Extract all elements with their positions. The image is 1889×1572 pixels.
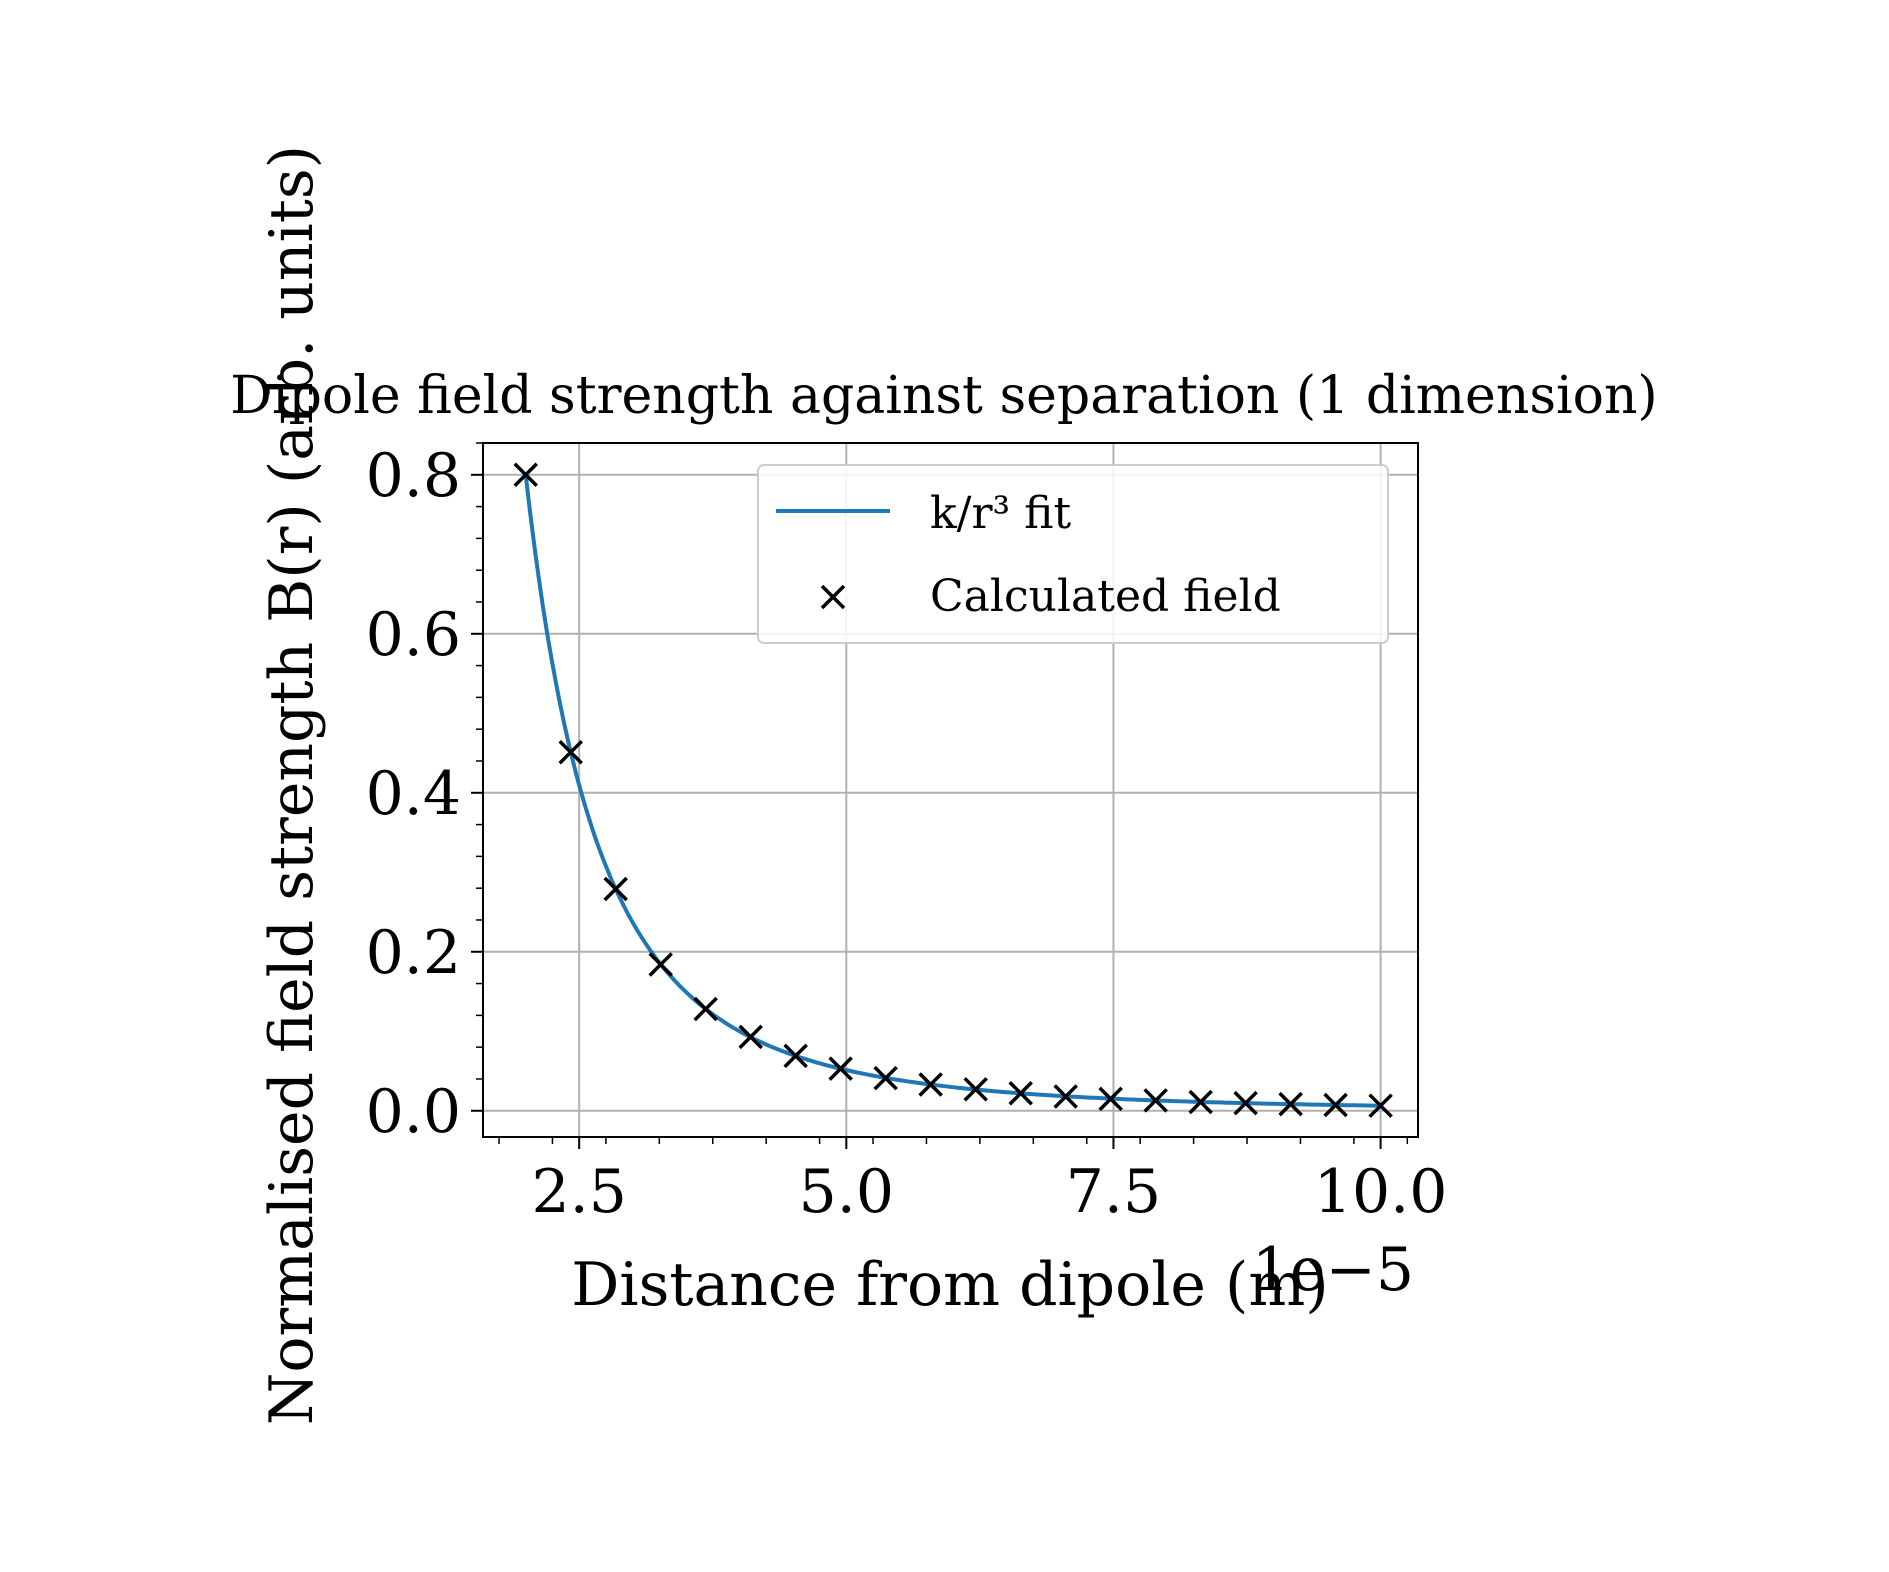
data-point-stroke xyxy=(1188,1089,1213,1115)
data-point-stroke xyxy=(1368,1093,1393,1118)
data-point-stroke xyxy=(603,876,628,902)
y-tick-label: 0.2 xyxy=(366,918,461,988)
legend: k/r³ fit Calculated field xyxy=(757,464,1389,644)
x-tick-label: 7.5 xyxy=(1066,1157,1161,1227)
legend-label-calculated: Calculated field xyxy=(930,571,1281,622)
data-point-stroke xyxy=(1008,1081,1033,1106)
x-axis-label: Distance from dipole (m) xyxy=(571,1250,1328,1320)
legend-label-fit: k/r³ fit xyxy=(930,488,1071,539)
axis-ticks: 2.5 5.0 7.5 10.0 0.0 0.2 0.4 0.6 0.8 xyxy=(366,441,1448,1227)
data-point xyxy=(1098,1086,1123,1112)
x-tick-label: 10.0 xyxy=(1314,1157,1448,1227)
data-point-stroke xyxy=(783,1043,808,1069)
data-point xyxy=(1053,1084,1078,1109)
data-point-stroke xyxy=(693,996,718,1022)
data-point xyxy=(558,740,583,765)
data-point xyxy=(738,1024,763,1050)
y-tick-label: 0.6 xyxy=(366,600,461,670)
y-tick-label: 0.0 xyxy=(366,1077,461,1147)
data-point xyxy=(828,1056,853,1081)
data-point xyxy=(1368,1093,1393,1118)
data-point xyxy=(1233,1090,1258,1116)
plot-frame xyxy=(482,442,1419,1138)
data-point xyxy=(1008,1081,1033,1106)
data-point xyxy=(603,876,628,902)
legend-marker-swatch xyxy=(820,584,846,610)
data-point xyxy=(873,1065,898,1091)
data-point xyxy=(918,1072,943,1097)
data-point xyxy=(1143,1088,1168,1113)
data-point-stroke xyxy=(873,1065,898,1091)
data-point xyxy=(1188,1089,1213,1115)
data-point-stroke xyxy=(1098,1086,1123,1112)
data-point xyxy=(963,1077,988,1102)
data-point-stroke xyxy=(738,1024,763,1050)
x-tick-label: 2.5 xyxy=(531,1157,626,1227)
y-tick-label: 0.4 xyxy=(366,759,461,829)
data-point-stroke xyxy=(1233,1090,1258,1116)
data-point xyxy=(783,1043,808,1069)
data-point-stroke xyxy=(828,1056,853,1081)
y-tick-label: 0.8 xyxy=(366,441,461,511)
data-point xyxy=(1323,1092,1348,1118)
data-point-stroke xyxy=(648,952,673,977)
data-point-stroke xyxy=(1053,1084,1078,1109)
legend-box xyxy=(757,464,1389,644)
x-tick-label: 5.0 xyxy=(799,1157,894,1227)
data-point xyxy=(693,996,718,1022)
data-point-stroke xyxy=(1278,1091,1303,1117)
y-axis-label: Normalised field strength B(r) (arb. uni… xyxy=(257,145,327,1425)
data-point-stroke xyxy=(513,462,538,488)
legend-marker-stroke xyxy=(820,584,846,610)
data-point-stroke xyxy=(1323,1092,1348,1118)
data-point xyxy=(1278,1091,1303,1117)
data-point xyxy=(648,952,673,977)
x-axis-offset-text: 1e−5 xyxy=(1252,1235,1414,1305)
data-point-stroke xyxy=(963,1077,988,1102)
chart-title: Dipole field strength against separation… xyxy=(230,366,1657,426)
data-point xyxy=(513,462,538,488)
data-point-stroke xyxy=(918,1072,943,1097)
plot-series xyxy=(513,462,1393,1118)
data-point-stroke xyxy=(1143,1088,1168,1113)
data-point-stroke xyxy=(558,740,583,765)
